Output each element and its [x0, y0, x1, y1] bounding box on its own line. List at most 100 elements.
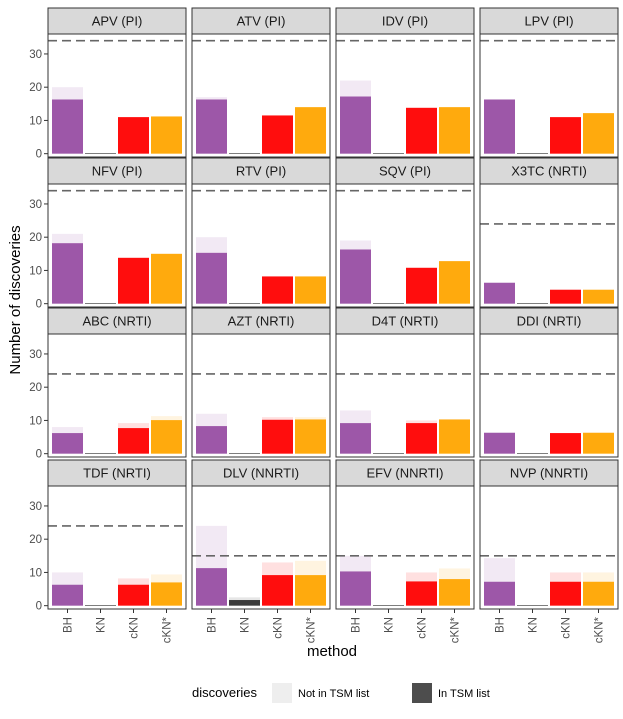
bar-in-tsm-bh [196, 426, 227, 454]
panel-border [479, 333, 619, 458]
bar-in-tsm-bh [340, 96, 371, 154]
bar-in-tsm-ckn [262, 575, 293, 606]
bar-in-tsm-bh [196, 99, 227, 154]
panel-title: NVP (NNRTI) [510, 466, 588, 481]
bar-in-tsm-ckn [550, 117, 581, 154]
panel-strip [47, 157, 187, 185]
bar-in-tsm-ckn-star [583, 432, 614, 454]
bar-in-tsm-ckn-star [151, 582, 182, 606]
bar-not-in-tsm-bh [52, 572, 83, 585]
y-tick-label: 0 [36, 299, 42, 311]
bar-in-tsm-ckn [118, 257, 149, 304]
bar-in-tsm-kn [85, 453, 116, 454]
x-tick-label-ckn-star: cKN* [306, 616, 318, 643]
bar-not-in-tsm-ckn-star [583, 572, 614, 582]
bar-in-tsm-ckn [406, 423, 437, 454]
bar-in-tsm-ckn [550, 581, 581, 606]
y-tick-label: 30 [29, 501, 42, 513]
bar-in-tsm-bh [484, 282, 515, 304]
bar-in-tsm-ckn-star [583, 289, 614, 304]
panel-title: DDI (NRTI) [517, 314, 582, 329]
bar-in-tsm-ckn-star [439, 419, 470, 454]
panel-border [191, 33, 331, 158]
x-tick-label-ckn: cKN [273, 617, 285, 639]
panel-strip [479, 7, 619, 35]
bar-in-tsm-ckn-star [295, 276, 326, 304]
panel-strip [191, 157, 331, 185]
bar-in-tsm-kn [517, 453, 548, 454]
bar-in-tsm-ckn [262, 276, 293, 304]
x-tick-label-ckn-star: cKN* [162, 616, 174, 643]
bar-in-tsm-bh [484, 99, 515, 154]
panel-lpv-pi: LPV (PI) [479, 7, 619, 158]
bar-not-in-tsm-kn [229, 597, 260, 601]
y-tick-label: 20 [29, 534, 42, 546]
bar-in-tsm-bh [340, 571, 371, 606]
panel-nvp-nnrti: NVP (NNRTI) BH KN cKN cKN* [479, 459, 619, 643]
y-tick-label: 20 [29, 382, 42, 394]
x-tick-label-bh: BH [351, 617, 363, 633]
panel-border [47, 333, 187, 458]
panel-azt-nrti: AZT (NRTI) [191, 307, 331, 458]
bar-not-in-tsm-ckn-star [295, 417, 326, 420]
bar-not-in-tsm-ckn-star [151, 416, 182, 421]
bar-not-in-tsm-bh [340, 555, 371, 572]
bar-not-in-tsm-ckn [262, 417, 293, 420]
panel-ddi-nrti: DDI (NRTI) [479, 307, 619, 458]
bar-in-tsm-kn [517, 605, 548, 606]
x-tick-label-kn: KN [96, 617, 108, 633]
panel-border [191, 485, 331, 610]
bar-in-tsm-kn [229, 453, 260, 454]
bar-in-tsm-ckn-star [439, 261, 470, 304]
panel-border [335, 333, 475, 458]
y-tick-label: 10 [29, 415, 42, 427]
y-axis-title: Number of discoveries [7, 225, 24, 374]
x-tick-label-ckn-star: cKN* [450, 616, 462, 643]
y-tick-label: 0 [36, 149, 42, 161]
bar-in-tsm-ckn-star [151, 420, 182, 454]
bar-in-tsm-ckn-star [295, 107, 326, 154]
y-tick-label: 0 [36, 449, 42, 461]
panel-title: RTV (PI) [236, 164, 286, 179]
legend-label-in-tsm-list: In TSM list [438, 688, 490, 700]
panel-strip [479, 459, 619, 487]
x-tick-label-bh: BH [63, 617, 75, 633]
legend-label-not-in-tsm-list: Not in TSM list [298, 688, 369, 700]
y-tick-label: 10 [29, 265, 42, 277]
panel-tdf-nrti: TDF (NRTI) 0 10 20 30 BH KN cKN cKN* [29, 459, 187, 643]
bar-in-tsm-ckn-star [151, 253, 182, 304]
bar-in-tsm-kn [85, 605, 116, 606]
bar-in-tsm-kn [373, 303, 404, 304]
panel-title: AZT (NRTI) [228, 314, 295, 329]
bar-not-in-tsm-bh [196, 413, 227, 427]
bar-in-tsm-kn [85, 153, 116, 154]
bar-in-tsm-ckn [550, 433, 581, 454]
legend-title: discoveries [192, 685, 258, 700]
bar-in-tsm-bh [196, 252, 227, 304]
y-tick-label: 20 [29, 82, 42, 94]
bar-in-tsm-ckn [262, 115, 293, 154]
bar-not-in-tsm-ckn-star [295, 560, 326, 576]
legend-key-not-in-tsm-list [272, 683, 292, 703]
bar-not-in-tsm-bh [52, 427, 83, 434]
bar-not-in-tsm-ckn [550, 572, 581, 582]
bar-in-tsm-bh [340, 423, 371, 454]
bar-in-tsm-ckn-star [583, 581, 614, 606]
panel-idv-pi: IDV (PI) [335, 7, 475, 158]
bar-in-tsm-ckn [118, 117, 149, 154]
x-tick-label-bh: BH [207, 617, 219, 633]
x-tick-label-kn: KN [528, 617, 540, 633]
panel-border [47, 33, 187, 158]
panel-strip [479, 157, 619, 185]
bar-in-tsm-bh [52, 584, 83, 606]
y-tick-label: 10 [29, 115, 42, 127]
bar-in-tsm-kn [229, 303, 260, 304]
y-tick-label: 20 [29, 232, 42, 244]
panel-border [191, 333, 331, 458]
bar-in-tsm-bh [340, 249, 371, 304]
bar-in-tsm-kn [85, 303, 116, 304]
panel-apv-pi: APV (PI) 0 10 20 30 [29, 7, 187, 161]
bar-not-in-tsm-bh [196, 237, 227, 253]
bar-in-tsm-ckn-star [151, 116, 182, 154]
panel-d4t-nrti: D4T (NRTI) [335, 307, 475, 458]
